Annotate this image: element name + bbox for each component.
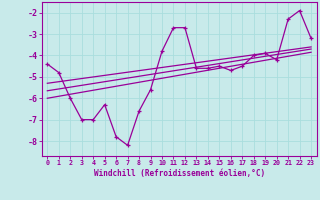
X-axis label: Windchill (Refroidissement éolien,°C): Windchill (Refroidissement éolien,°C) xyxy=(94,169,265,178)
